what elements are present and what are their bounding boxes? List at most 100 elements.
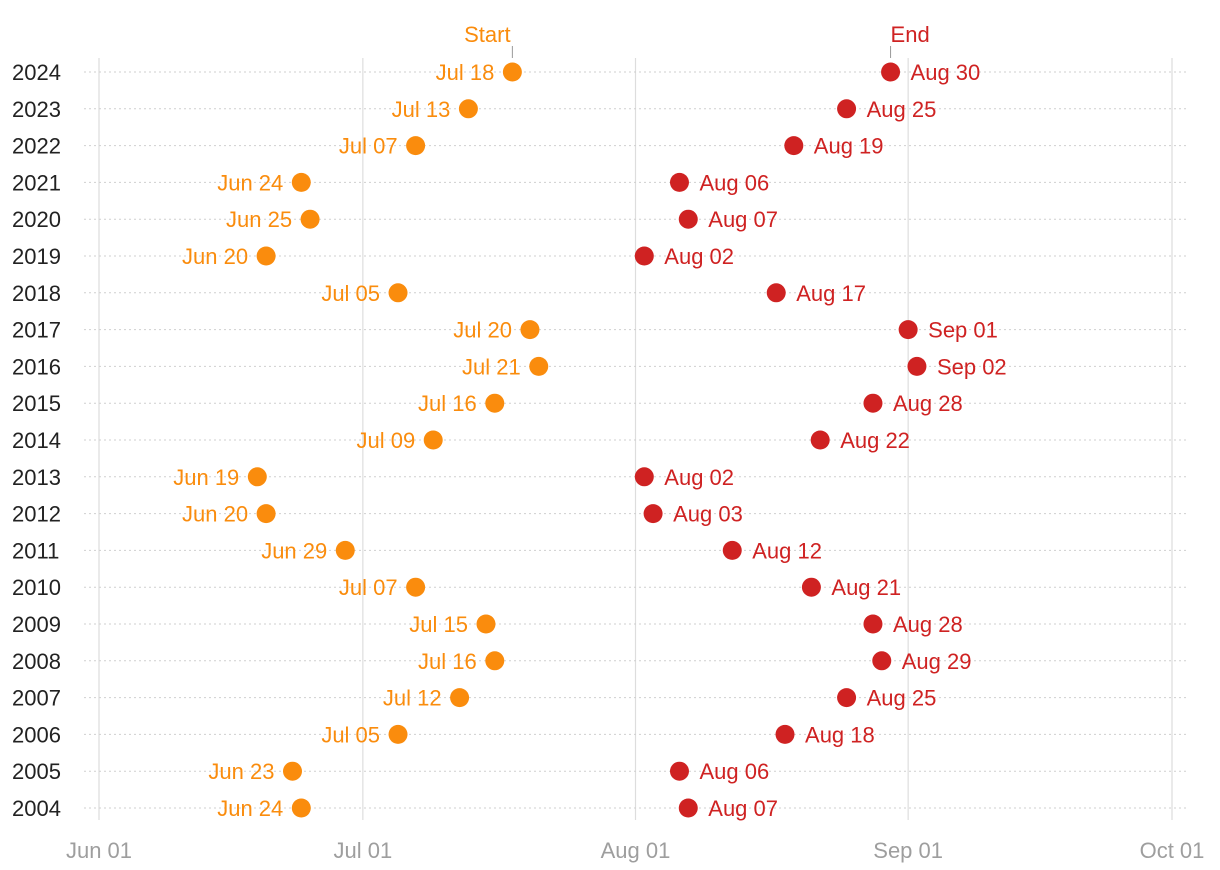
row-2022: 2022 Jul 07 Aug 19: [12, 134, 1186, 159]
rows-layer: 2024 Jul 18 Aug 30 2023 Jul 13 Aug 25 2022 Jul …: [12, 60, 1186, 821]
end-dot: [678, 209, 698, 229]
start-dot: [423, 430, 443, 450]
year-label: 2010: [12, 575, 61, 600]
start-dot: [247, 467, 267, 487]
row-2012: 2012 Jun 20 Aug 03: [12, 502, 1186, 527]
start-date-label: Jul 16: [418, 649, 477, 674]
end-date-label: Sep 01: [928, 318, 998, 343]
end-date-label: Aug 06: [699, 759, 769, 784]
row-2023: 2023 Jul 13 Aug 25: [12, 97, 1186, 122]
row-2005: 2005 Jun 23 Aug 06: [12, 759, 1186, 784]
year-label: 2012: [12, 502, 61, 527]
row-2015: 2015 Jul 16 Aug 28: [12, 391, 1186, 416]
legend: Start End: [464, 22, 930, 58]
year-label: 2022: [12, 134, 61, 159]
row-2016: 2016 Jul 21 Sep 02: [12, 354, 1186, 379]
x-tick-label: Aug 01: [601, 838, 671, 863]
year-label: 2008: [12, 649, 61, 674]
row-2010: 2010 Jul 07 Aug 21: [12, 575, 1186, 600]
end-dot: [634, 246, 654, 266]
year-label: 2016: [12, 354, 61, 379]
year-label: 2018: [12, 281, 61, 306]
year-label: 2005: [12, 759, 61, 784]
row-2013: 2013 Jun 19 Aug 02: [12, 465, 1186, 490]
start-dot: [485, 393, 505, 413]
end-date-label: Aug 07: [708, 796, 778, 821]
x-tick-label: Jun 01: [66, 838, 132, 863]
start-date-label: Jun 23: [208, 759, 274, 784]
end-date-label: Aug 03: [673, 502, 743, 527]
start-dot: [291, 798, 311, 818]
start-date-label: Jul 07: [339, 575, 398, 600]
start-date-label: Jun 25: [226, 207, 292, 232]
start-dot: [282, 761, 302, 781]
start-date-label: Jun 24: [217, 170, 283, 195]
end-date-label: Aug 02: [664, 465, 734, 490]
start-date-label: Jul 05: [321, 281, 380, 306]
start-dot: [476, 614, 496, 634]
row-2024: 2024 Jul 18 Aug 30: [12, 60, 1186, 85]
end-date-label: Aug 17: [796, 281, 866, 306]
end-date-label: Aug 25: [867, 97, 937, 122]
end-date-label: Aug 30: [911, 60, 981, 85]
year-label: 2015: [12, 391, 61, 416]
end-date-label: Aug 02: [664, 244, 734, 269]
year-label: 2019: [12, 244, 61, 269]
end-date-label: Aug 12: [752, 538, 822, 563]
end-date-label: Aug 28: [893, 612, 963, 637]
year-label: 2021: [12, 170, 61, 195]
row-2011: 2011 Jun 29 Aug 12: [12, 538, 1186, 563]
end-dot: [837, 688, 857, 708]
end-dot: [872, 651, 892, 671]
x-tick-label: Sep 01: [873, 838, 943, 863]
year-label: 2006: [12, 722, 61, 747]
row-2019: 2019 Jun 20 Aug 02: [12, 244, 1186, 269]
start-dot: [502, 62, 522, 82]
end-dot: [766, 283, 786, 303]
end-dot: [722, 540, 742, 560]
end-dot: [669, 761, 689, 781]
year-label: 2013: [12, 465, 61, 490]
end-dot: [898, 320, 918, 340]
end-dot: [801, 577, 821, 597]
year-label: 2024: [12, 60, 61, 85]
start-dot: [520, 320, 540, 340]
start-date-label: Jun 24: [217, 796, 283, 821]
row-2006: 2006 Jul 05 Aug 18: [12, 722, 1186, 747]
end-date-label: Aug 06: [699, 170, 769, 195]
start-dot: [388, 724, 408, 744]
legend-start-label: Start: [464, 22, 510, 47]
end-dot: [810, 430, 830, 450]
year-label: 2007: [12, 686, 61, 711]
year-label: 2020: [12, 207, 61, 232]
end-date-label: Aug 25: [867, 686, 937, 711]
row-2007: 2007 Jul 12 Aug 25: [12, 686, 1186, 711]
end-dot: [678, 798, 698, 818]
start-dot: [335, 540, 355, 560]
start-date-label: Jun 19: [173, 465, 239, 490]
row-2004: 2004 Jun 24 Aug 07: [12, 796, 1186, 821]
end-date-label: Aug 22: [840, 428, 910, 453]
start-dot: [388, 283, 408, 303]
end-dot: [634, 467, 654, 487]
end-date-label: Aug 07: [708, 207, 778, 232]
start-date-label: Jul 20: [453, 318, 512, 343]
start-date-label: Jul 21: [462, 354, 521, 379]
row-2017: 2017 Jul 20 Sep 01: [12, 318, 1186, 343]
start-date-label: Jun 20: [182, 502, 248, 527]
x-axis: Jun 01 Jul 01 Aug 01 Sep 01 Oct 01: [66, 838, 1204, 863]
legend-end-label: End: [891, 22, 930, 47]
start-date-label: Jul 05: [321, 722, 380, 747]
start-dot: [485, 651, 505, 671]
end-date-label: Aug 18: [805, 722, 875, 747]
start-date-label: Jul 13: [392, 97, 451, 122]
end-date-label: Aug 28: [893, 391, 963, 416]
end-dot: [643, 504, 663, 524]
row-2020: 2020 Jun 25 Aug 07: [12, 207, 1186, 232]
end-dot: [784, 136, 804, 156]
year-label: 2014: [12, 428, 61, 453]
end-dot: [863, 614, 883, 634]
end-dot: [881, 62, 901, 82]
row-2014: 2014 Jul 09 Aug 22: [12, 428, 1186, 453]
year-label: 2023: [12, 97, 61, 122]
